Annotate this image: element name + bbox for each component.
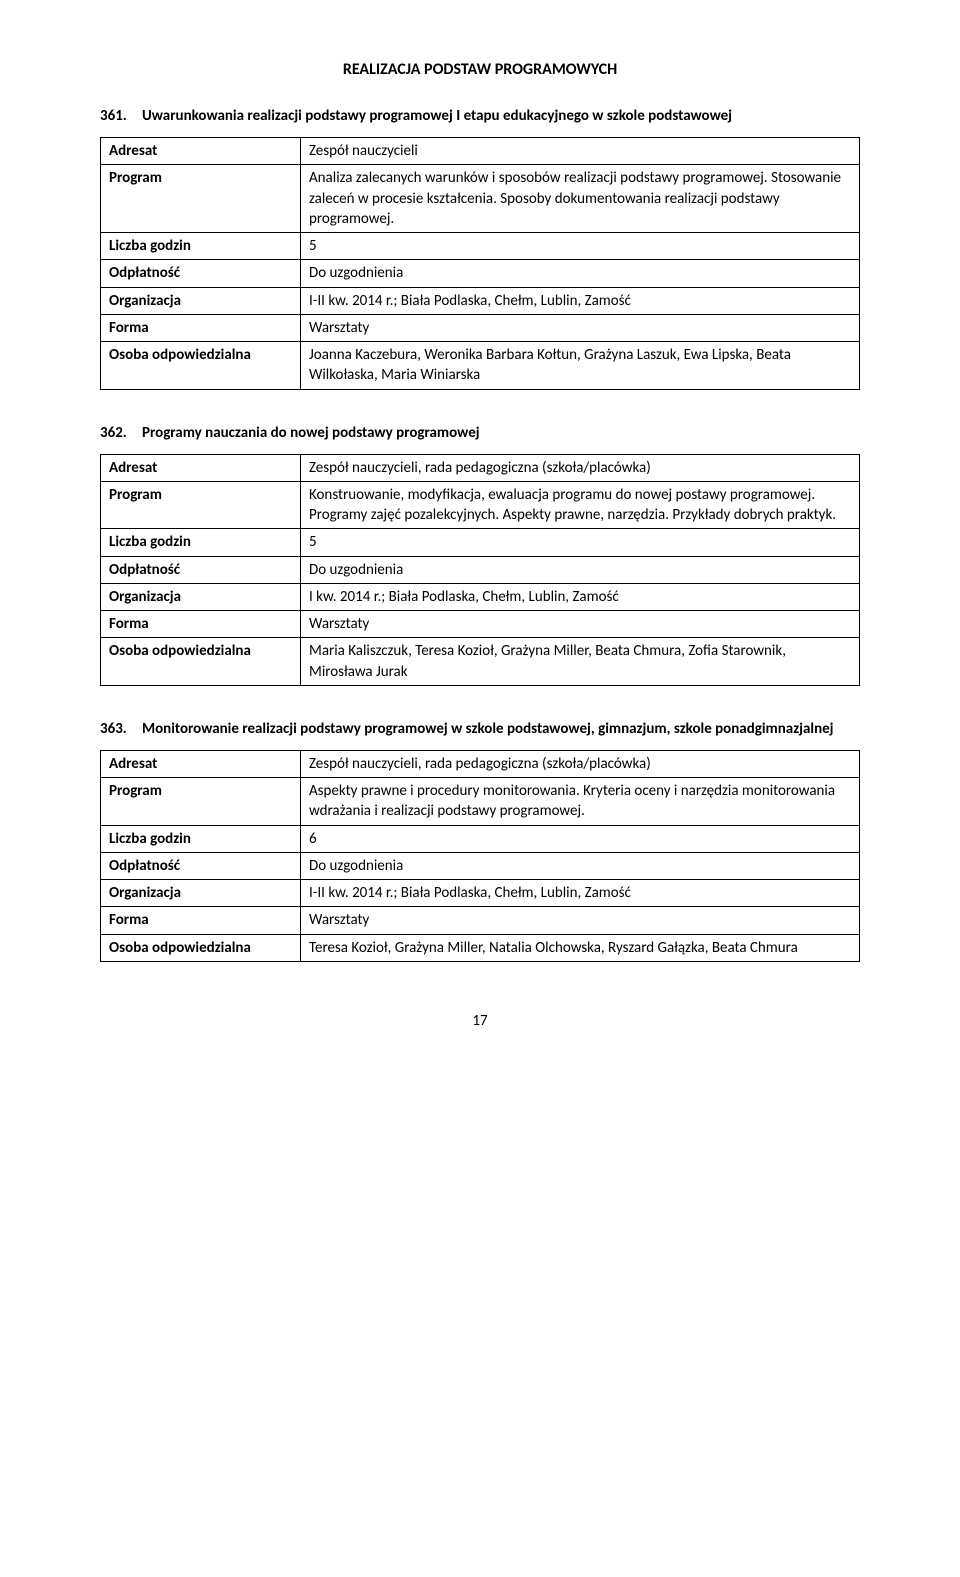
row-label: Osoba odpowiedzialna	[101, 342, 301, 390]
table-row: Organizacja I kw. 2014 r.; Biała Podlask…	[101, 583, 860, 610]
row-label: Program	[101, 165, 301, 233]
item-number: 363.	[100, 720, 142, 738]
row-value: Konstruowanie, modyfikacja, ewaluacja pr…	[301, 481, 860, 529]
row-label: Program	[101, 778, 301, 826]
row-label: Forma	[101, 314, 301, 341]
row-label: Liczba godzin	[101, 529, 301, 556]
row-label: Odpłatność	[101, 556, 301, 583]
table-row: Osoba odpowiedzialna Joanna Kaczebura, W…	[101, 342, 860, 390]
row-value: Do uzgodnienia	[301, 556, 860, 583]
table-row: Odpłatność Do uzgodnienia	[101, 556, 860, 583]
table-row: Odpłatność Do uzgodnienia	[101, 260, 860, 287]
table-row: Program Aspekty prawne i procedury monit…	[101, 778, 860, 826]
item-table: Adresat Zespół nauczycieli Program Anali…	[100, 137, 860, 390]
row-label: Forma	[101, 907, 301, 934]
table-row: Liczba godzin 5	[101, 233, 860, 260]
row-label: Liczba godzin	[101, 825, 301, 852]
row-value: Maria Kaliszczuk, Teresa Kozioł, Grażyna…	[301, 638, 860, 686]
row-value: Warsztaty	[301, 907, 860, 934]
item-heading: 363. Monitorowanie realizacji podstawy p…	[100, 720, 860, 738]
row-value: Warsztaty	[301, 611, 860, 638]
table-row: Osoba odpowiedzialna Teresa Kozioł, Graż…	[101, 934, 860, 961]
item-title: Monitorowanie realizacji podstawy progra…	[142, 720, 860, 738]
section-title: REALIZACJA PODSTAW PROGRAMOWYCH	[100, 60, 860, 79]
table-row: Adresat Zespół nauczycieli, rada pedagog…	[101, 750, 860, 777]
row-label: Organizacja	[101, 583, 301, 610]
table-row: Odpłatność Do uzgodnienia	[101, 852, 860, 879]
item-table: Adresat Zespół nauczycieli, rada pedagog…	[100, 750, 860, 962]
item-heading: 362. Programy nauczania do nowej podstaw…	[100, 424, 860, 442]
table-row: Liczba godzin 6	[101, 825, 860, 852]
item-title: Programy nauczania do nowej podstawy pro…	[142, 424, 860, 442]
table-row: Adresat Zespół nauczycieli	[101, 138, 860, 165]
table-row: Forma Warsztaty	[101, 907, 860, 934]
row-label: Adresat	[101, 138, 301, 165]
item-number: 362.	[100, 424, 142, 442]
row-value: Analiza zalecanych warunków i sposobów r…	[301, 165, 860, 233]
page-number: 17	[100, 1012, 860, 1030]
table-row: Program Konstruowanie, modyfikacja, ewal…	[101, 481, 860, 529]
row-label: Odpłatność	[101, 260, 301, 287]
row-value: Zespół nauczycieli, rada pedagogiczna (s…	[301, 750, 860, 777]
row-value: Teresa Kozioł, Grażyna Miller, Natalia O…	[301, 934, 860, 961]
row-value: Aspekty prawne i procedury monitorowania…	[301, 778, 860, 826]
row-label: Forma	[101, 611, 301, 638]
row-label: Organizacja	[101, 287, 301, 314]
table-row: Adresat Zespół nauczycieli, rada pedagog…	[101, 454, 860, 481]
row-value: I-II kw. 2014 r.; Biała Podlaska, Chełm,…	[301, 287, 860, 314]
table-row: Liczba godzin 5	[101, 529, 860, 556]
row-label: Liczba godzin	[101, 233, 301, 260]
table-row: Organizacja I-II kw. 2014 r.; Biała Podl…	[101, 287, 860, 314]
row-value: I-II kw. 2014 r.; Biała Podlaska, Chełm,…	[301, 880, 860, 907]
item-table: Adresat Zespół nauczycieli, rada pedagog…	[100, 454, 860, 686]
table-row: Forma Warsztaty	[101, 611, 860, 638]
row-value: Do uzgodnienia	[301, 260, 860, 287]
row-value: Warsztaty	[301, 314, 860, 341]
row-label: Osoba odpowiedzialna	[101, 638, 301, 686]
row-label: Adresat	[101, 454, 301, 481]
item-heading: 361. Uwarunkowania realizacji podstawy p…	[100, 107, 860, 125]
row-value: 5	[301, 529, 860, 556]
row-label: Organizacja	[101, 880, 301, 907]
row-value: 5	[301, 233, 860, 260]
row-value: Zespół nauczycieli, rada pedagogiczna (s…	[301, 454, 860, 481]
table-row: Osoba odpowiedzialna Maria Kaliszczuk, T…	[101, 638, 860, 686]
row-value: Zespół nauczycieli	[301, 138, 860, 165]
row-label: Adresat	[101, 750, 301, 777]
table-row: Program Analiza zalecanych warunków i sp…	[101, 165, 860, 233]
row-value: Joanna Kaczebura, Weronika Barbara Kołtu…	[301, 342, 860, 390]
row-label: Program	[101, 481, 301, 529]
row-label: Odpłatność	[101, 852, 301, 879]
item-number: 361.	[100, 107, 142, 125]
row-value: Do uzgodnienia	[301, 852, 860, 879]
row-value: 6	[301, 825, 860, 852]
item-title: Uwarunkowania realizacji podstawy progra…	[142, 107, 860, 125]
table-row: Organizacja I-II kw. 2014 r.; Biała Podl…	[101, 880, 860, 907]
row-value: I kw. 2014 r.; Biała Podlaska, Chełm, Lu…	[301, 583, 860, 610]
table-row: Forma Warsztaty	[101, 314, 860, 341]
row-label: Osoba odpowiedzialna	[101, 934, 301, 961]
